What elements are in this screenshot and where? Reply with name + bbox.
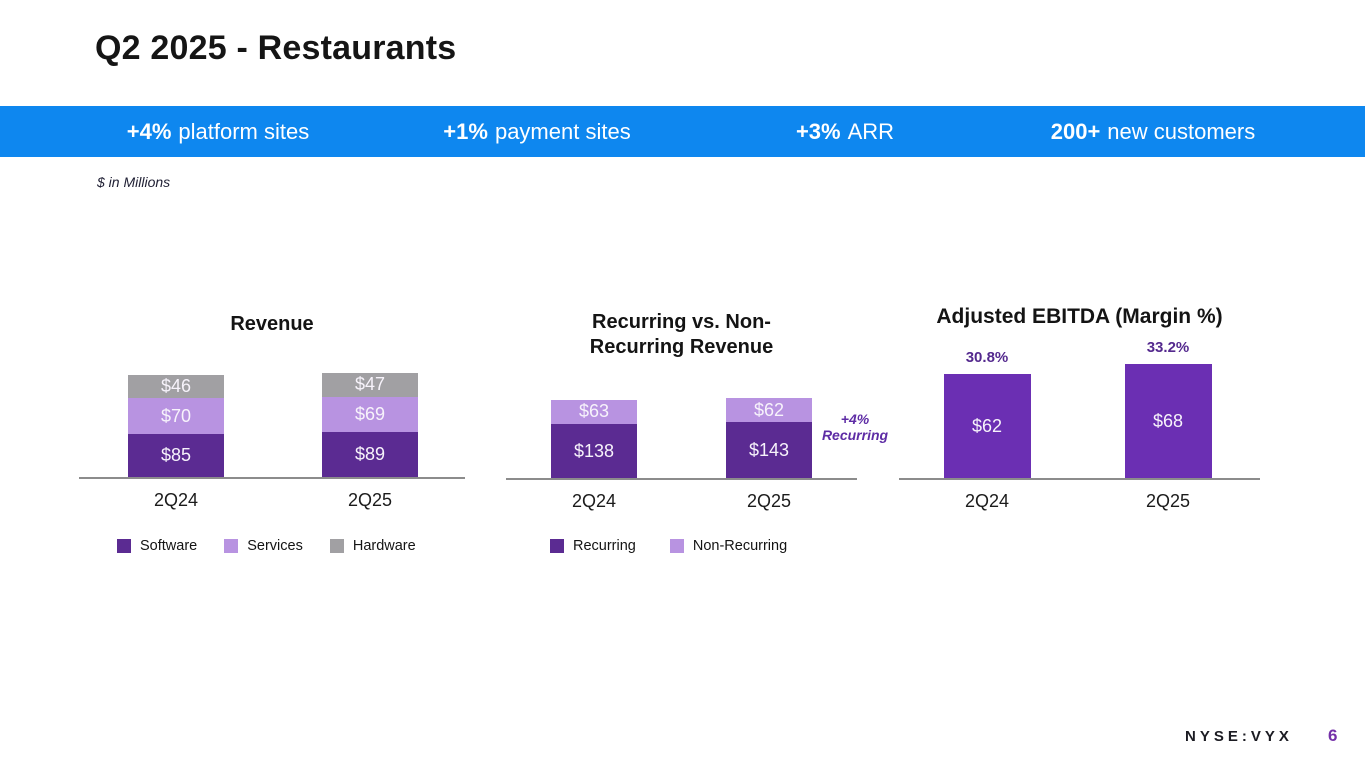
adjusted-ebitda-chart: Adjusted EBITDA (Margin %) $62 30.8% 2Q24 $6… [899,300,1260,580]
legend-item: Recurring [550,538,636,554]
slide-title: Q2 2025 - Restaurants [95,29,457,67]
banner-item-new-customers: 200+ new customers [1051,119,1256,145]
bar-segment: $46 [128,375,224,399]
banner-item-value: +1% [443,118,488,144]
legend-item: Hardware [329,538,416,554]
category-label: 2Q25 [347,490,393,510]
bar-segment: $63 [551,399,637,425]
bar-value-label: $143 [748,439,790,460]
legend-swatch [224,539,239,553]
chart-title-line: Recurring Revenue [589,336,774,358]
banner-item-arr: +3% ARR [796,119,894,145]
legend: Software Services Hardware [117,538,416,554]
highlights-banner: +4% platform sites +1% payment sites +3% AR… [0,106,1365,157]
banner-item-label: ARR [847,118,895,144]
bar-segment: $68 [1124,364,1212,478]
recurring-vs-nonrecurring-chart: Recurring vs. Non- Recurring Revenue $138 $… [506,300,888,580]
banner-item-payment-sites: +1% payment sites [443,119,630,145]
bar-value-label: $138 [573,440,615,461]
axis-line [899,478,1260,480]
banner-item-value: 200+ [1050,118,1101,144]
growth-annotation: +4% Recurring [815,411,895,443]
annotation-line: +4% [840,411,870,427]
margin-percent-label: 33.2% [1146,339,1190,357]
category-label: 2Q25 [746,491,792,511]
margin-percent-label: 30.8% [965,349,1009,367]
bar-value-label: $89 [354,443,386,464]
bar-segment: $62 [943,374,1031,478]
bar-segment: $62 [726,398,812,423]
bar-segment: $138 [551,424,637,478]
bar-value-label: $70 [160,405,192,426]
legend-item: Software [117,538,197,554]
bar-segment: $70 [128,398,224,434]
category-label: 2Q24 [964,491,1010,511]
bar-value-label: $63 [578,401,610,422]
banner-item-value: +4% [126,118,172,144]
ticker-label: NYSE:VYX [1185,728,1293,745]
page-number: 6 [1328,726,1338,745]
banner-item-value: +3% [795,118,841,144]
bar-segment: $143 [726,422,812,478]
legend-label: Hardware [352,538,416,554]
revenue-chart: Revenue $85 $70 $46 2Q24 $89 $69 $47 2Q25 Softwar… [79,300,465,580]
chart-title: Recurring vs. Non- Recurring Revenue [506,310,857,360]
legend-label: Services [247,538,303,554]
bar-value-label: $47 [354,374,386,395]
bar-segment: $89 [322,431,418,477]
axis-line [79,477,465,479]
legend-label: Software [140,538,198,554]
bar-value-label: $68 [1152,410,1184,431]
legend-label: Recurring [573,538,636,554]
axis-line [506,478,857,480]
chart-title-line: Revenue [230,313,314,335]
legend-swatch [669,539,684,553]
banner-item-label: payment sites [494,118,631,144]
chart-title: Revenue [79,312,465,337]
category-label: 2Q24 [153,490,199,510]
banner-item-platform-sites: +4% platform sites [127,119,309,145]
bar-value-label: $62 [971,415,1003,436]
legend-label: Non-Recurring [692,538,788,554]
bar-segment: $47 [322,373,418,397]
bar-segment: $69 [322,396,418,432]
category-label: 2Q25 [1145,491,1191,511]
bar-value-label: $62 [753,399,785,420]
bar-value-label: $46 [160,376,192,397]
chart-title-line: Recurring vs. Non- [592,311,771,333]
banner-item-label: new customers [1107,118,1256,144]
legend: Recurring Non-Recurring [550,538,787,554]
legend-swatch [117,539,131,553]
chart-title: Adjusted EBITDA (Margin %) [899,304,1260,329]
annotation-line: Recurring [821,427,889,443]
bar-value-label: $85 [160,444,192,465]
category-label: 2Q24 [571,491,617,511]
legend-swatch [329,539,344,553]
bar-value-label: $69 [354,403,386,424]
banner-item-label: platform sites [178,118,310,144]
units-note: $ in Millions [97,174,171,190]
bar-segment: $85 [128,433,224,477]
legend-swatch [550,539,564,553]
legend-item: Non-Recurring [669,538,788,554]
chart-title-line: Adjusted EBITDA (Margin %) [936,305,1223,328]
legend-item: Services [224,538,303,554]
